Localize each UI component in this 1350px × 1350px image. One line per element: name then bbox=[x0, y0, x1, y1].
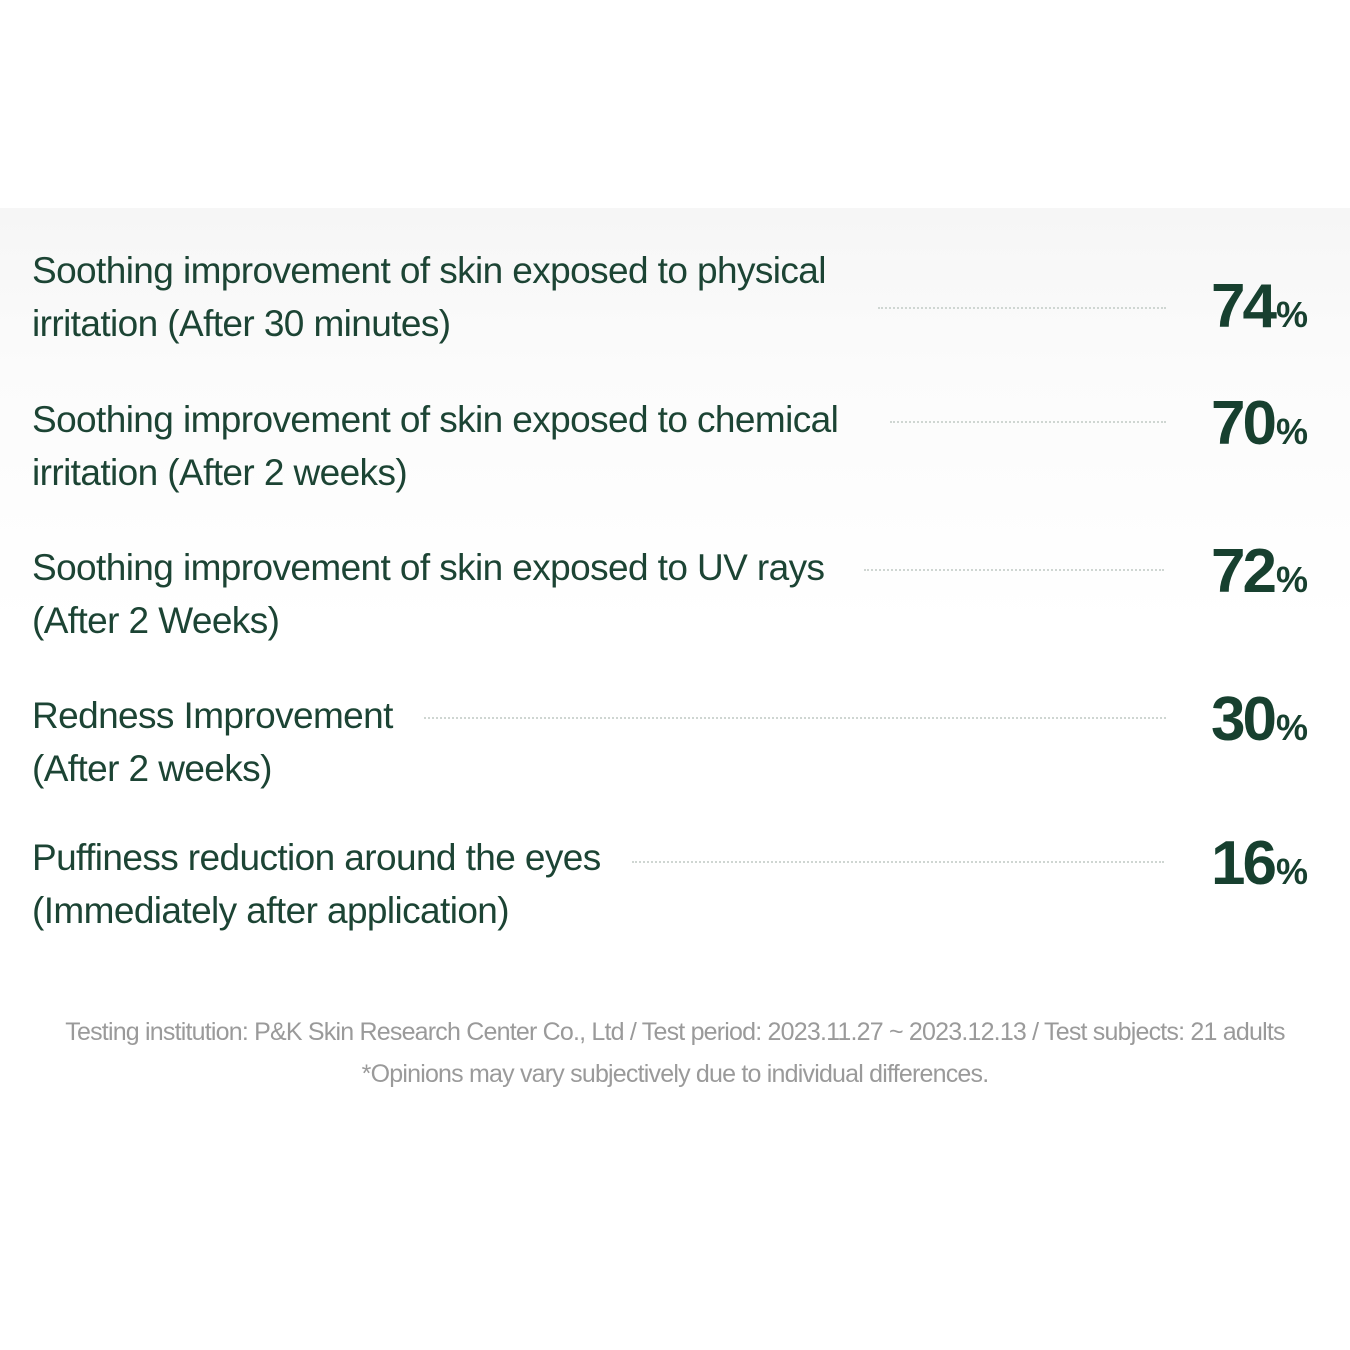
result-label-line-1: Soothing improvement of skin exposed to … bbox=[32, 399, 839, 440]
result-row-physical-irritation: Soothing improvement of skin exposed to … bbox=[32, 244, 1308, 364]
result-label: Soothing improvement of skin exposed to … bbox=[32, 244, 826, 350]
results-panel bbox=[0, 208, 1350, 998]
result-label: Puffiness reduction around the eyes (Imm… bbox=[32, 831, 601, 937]
result-label: Soothing improvement of skin exposed to … bbox=[32, 541, 825, 647]
result-row-redness: Redness Improvement (After 2 weeks) 30% bbox=[32, 689, 1308, 809]
dotted-leader-line bbox=[424, 717, 1166, 719]
result-label: Soothing improvement of skin exposed to … bbox=[32, 393, 839, 499]
dotted-leader-line bbox=[632, 861, 1164, 863]
result-row-chemical-irritation: Soothing improvement of skin exposed to … bbox=[32, 393, 1308, 513]
percent-unit: % bbox=[1275, 411, 1308, 452]
percent-unit: % bbox=[1275, 559, 1308, 600]
result-label-line-2: (After 2 weeks) bbox=[32, 748, 272, 789]
percent-unit: % bbox=[1275, 294, 1308, 335]
percent-unit: % bbox=[1275, 707, 1308, 748]
dotted-leader-line bbox=[890, 421, 1166, 423]
disclaimer-note: *Opinions may vary subjectively due to i… bbox=[361, 1060, 989, 1088]
dotted-leader-line bbox=[878, 307, 1166, 309]
result-value: 16 bbox=[1211, 829, 1277, 898]
result-label-line-1: Soothing improvement of skin exposed to … bbox=[32, 250, 826, 291]
result-value: 74 bbox=[1211, 272, 1277, 341]
result-label-line-2: irritation (After 2 weeks) bbox=[32, 452, 408, 493]
result-label-line-2: (After 2 Weeks) bbox=[32, 600, 280, 641]
result-percentage: 74% bbox=[1211, 276, 1308, 338]
result-percentage: 70% bbox=[1211, 393, 1308, 455]
result-percentage: 30% bbox=[1211, 689, 1308, 751]
result-row-puffiness: Puffiness reduction around the eyes (Imm… bbox=[32, 831, 1308, 951]
testing-info-note: Testing institution: P&K Skin Research C… bbox=[65, 1018, 1285, 1046]
result-row-uv-rays: Soothing improvement of skin exposed to … bbox=[32, 541, 1308, 661]
result-label: Redness Improvement (After 2 weeks) bbox=[32, 689, 393, 795]
dotted-leader-line bbox=[864, 569, 1164, 571]
result-label-line-1: Soothing improvement of skin exposed to … bbox=[32, 547, 825, 588]
result-value: 30 bbox=[1211, 685, 1277, 754]
result-label-line-2: (Immediately after application) bbox=[32, 890, 510, 931]
result-percentage: 72% bbox=[1211, 541, 1308, 603]
result-percentage: 16% bbox=[1211, 833, 1308, 895]
result-label-line-1: Puffiness reduction around the eyes bbox=[32, 837, 601, 878]
result-value: 72 bbox=[1211, 537, 1277, 606]
result-value: 70 bbox=[1211, 389, 1277, 458]
result-label-line-1: Redness Improvement bbox=[32, 695, 393, 736]
result-label-line-2: irritation (After 30 minutes) bbox=[32, 303, 451, 344]
percent-unit: % bbox=[1275, 851, 1308, 892]
